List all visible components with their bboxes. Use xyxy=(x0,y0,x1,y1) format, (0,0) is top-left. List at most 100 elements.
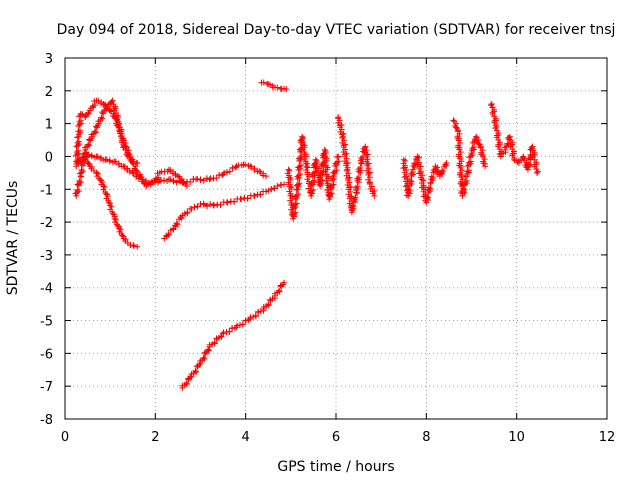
data-point-trail xyxy=(74,139,81,146)
tick-layer xyxy=(64,57,608,420)
data-point-trail xyxy=(534,168,541,175)
data-point-trail xyxy=(78,166,85,173)
data-point-trail xyxy=(99,115,106,122)
x-tick-label: 0 xyxy=(61,430,69,445)
data-point-trail xyxy=(242,161,249,168)
data-point-trail xyxy=(102,102,109,109)
series-arc-12 xyxy=(487,100,541,176)
data-point-trail xyxy=(79,168,86,175)
data-point xyxy=(256,168,263,175)
data-point-trail xyxy=(211,339,218,346)
data-point-trail xyxy=(112,158,119,165)
y-tick-label: 2 xyxy=(45,85,53,100)
data-point-trail xyxy=(465,167,472,174)
y-tick-label: 1 xyxy=(45,118,53,133)
data-point-trail xyxy=(231,198,238,205)
data-point-trail xyxy=(184,209,191,216)
data-point-trail xyxy=(92,129,99,136)
data-point-trail xyxy=(295,172,302,179)
data-point-trail xyxy=(296,163,303,170)
data-point xyxy=(303,163,310,170)
data-point-trail xyxy=(127,156,134,163)
data-point-trail xyxy=(119,232,126,239)
data-point-trail xyxy=(293,200,300,207)
data-point-trail xyxy=(504,140,511,147)
data-point-trail xyxy=(248,163,255,170)
data-point-trail xyxy=(213,335,220,342)
data-point xyxy=(506,133,513,140)
data-point xyxy=(274,182,281,189)
data-point-trail xyxy=(297,171,304,178)
data-point xyxy=(482,163,489,170)
data-point-trail xyxy=(203,175,210,182)
data-point xyxy=(312,156,319,163)
data-point-trail xyxy=(355,174,362,181)
data-point xyxy=(262,173,269,180)
data-point-trail xyxy=(352,194,359,201)
data-point-trail xyxy=(461,186,468,193)
data-point-trail xyxy=(143,178,150,185)
data-point-trail xyxy=(260,172,267,179)
data-point-trail xyxy=(276,288,283,295)
data-point xyxy=(299,133,306,140)
data-point-trail xyxy=(293,192,300,199)
grid-layer xyxy=(65,58,607,419)
data-point-trail xyxy=(194,203,201,210)
data-point-trail xyxy=(192,367,199,374)
data-point-trail xyxy=(266,81,273,88)
y-tick-label: -5 xyxy=(40,315,53,330)
data-point xyxy=(206,176,213,183)
data-point-trail xyxy=(91,102,98,109)
data-point-trail xyxy=(406,187,413,194)
data-point-trail xyxy=(423,193,430,200)
data-point-trail xyxy=(115,161,122,168)
y-tick-label: 3 xyxy=(45,52,53,67)
data-point-trail xyxy=(77,179,84,186)
data-point-trail xyxy=(170,178,177,185)
series-arc-10 xyxy=(400,153,450,206)
data-point-trail xyxy=(193,369,200,376)
data-point-trail xyxy=(425,184,432,191)
data-point-trail xyxy=(204,203,211,210)
data-point-trail xyxy=(95,97,102,104)
series-arc-8 xyxy=(284,133,342,222)
data-point-trail xyxy=(290,210,297,217)
data-point xyxy=(281,181,288,188)
data-point-trail xyxy=(271,185,278,192)
data-point-trail xyxy=(94,153,101,160)
data-point-trail xyxy=(264,80,271,87)
data-point-trail xyxy=(217,202,224,209)
data-point-trail xyxy=(85,141,92,148)
data-point-trail xyxy=(174,221,181,228)
data-point-trail xyxy=(528,153,535,160)
data-point-trail xyxy=(260,79,267,86)
data-point-trail xyxy=(440,168,447,175)
data-point-trail xyxy=(200,177,207,184)
data-point xyxy=(520,153,527,160)
data-point-trail xyxy=(333,167,340,174)
data-point-trail xyxy=(200,201,207,208)
data-point-trail xyxy=(206,341,213,348)
data-point-trail xyxy=(319,176,326,183)
data-point-trail xyxy=(130,243,137,250)
data-point-trail xyxy=(76,119,83,126)
data-point-trail xyxy=(183,380,190,387)
data-point xyxy=(174,173,181,180)
data-point-trail xyxy=(427,185,434,192)
data-point-trail xyxy=(226,328,233,335)
data-point-trail xyxy=(165,231,172,238)
data-point-trail xyxy=(74,186,81,193)
x-tick-label: 12 xyxy=(599,430,616,445)
data-point-trail xyxy=(425,194,432,201)
data-point-trail xyxy=(187,179,194,186)
data-point-trail xyxy=(173,179,180,186)
data-point-trail xyxy=(126,168,133,175)
data-point-trail xyxy=(85,160,92,167)
data-point-trail xyxy=(105,199,112,206)
data-point-trail xyxy=(98,114,105,121)
y-tick-label: -6 xyxy=(40,347,53,362)
data-point-trail xyxy=(135,175,142,182)
data-point-trail xyxy=(358,160,365,167)
data-point-trail xyxy=(213,175,220,182)
